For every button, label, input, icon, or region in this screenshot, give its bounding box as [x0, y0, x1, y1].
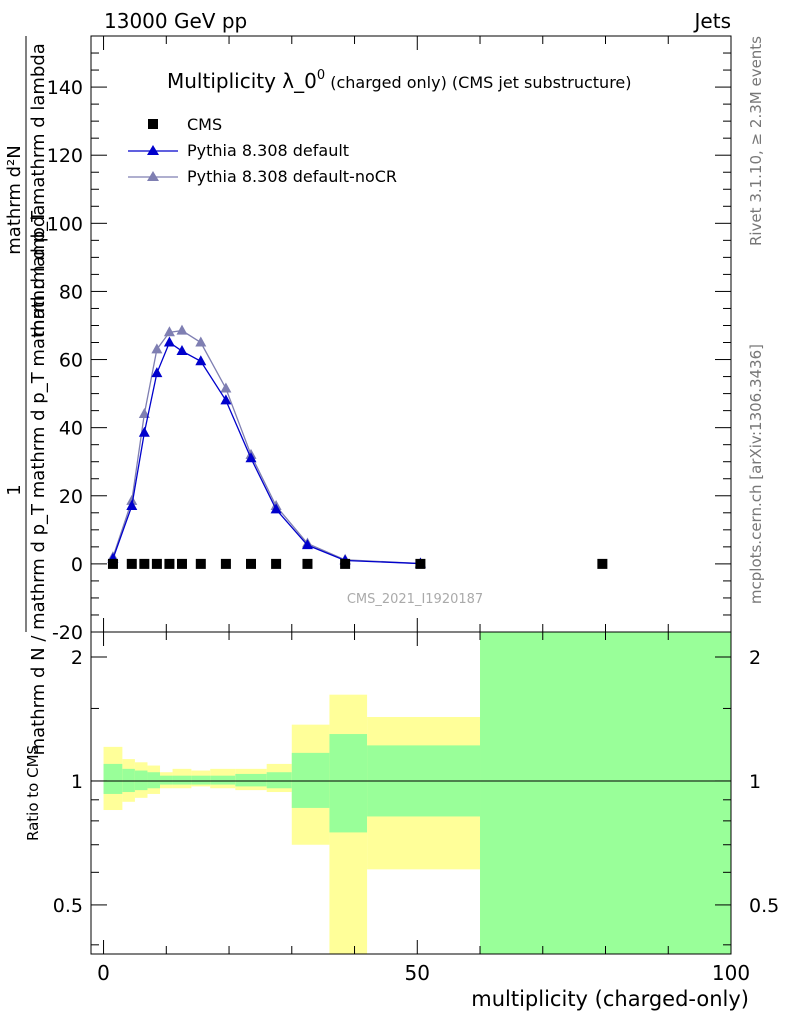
series-point-pythia-default	[195, 355, 207, 366]
ratio-band-inner	[134, 770, 148, 791]
series-point-pythia-default	[151, 367, 163, 378]
series-point-cms	[195, 558, 206, 569]
ratio-y-tick-labels: 0.5 0.5 1 1 2 2	[53, 647, 779, 917]
series-point-pythia-nocr	[176, 324, 188, 335]
series-point-pythia-nocr	[151, 343, 163, 354]
ratio-ytick-label: 0.5	[53, 895, 83, 917]
series-point-cms	[176, 558, 187, 569]
ratio-panel: 0.5 0.5 1 1 2 2 0 50 100 Ratio to CMS multiplic…	[24, 631, 779, 1011]
ratio-band-inner	[191, 775, 211, 785]
series-point-pythia-default	[245, 452, 257, 463]
series-point-cms	[151, 558, 162, 569]
ratio-frame	[90, 631, 732, 955]
series-point-cms	[220, 558, 231, 569]
main-ytick-label: 100	[47, 213, 83, 235]
legend-label-pythia-nocr: Pythia 8.308 default-noCR	[187, 167, 397, 186]
series-point-pythia-nocr	[195, 336, 207, 347]
main-y-label-top2: mathrm d p_T mathrm d lambda	[28, 43, 49, 337]
x-axis-label: multiplicity (charged-only)	[471, 987, 749, 1011]
chart-title-main: Multiplicity λ_0	[167, 69, 317, 93]
ratio-ytick-label-right: 1	[749, 771, 761, 793]
series-point-pythia-nocr	[138, 408, 150, 419]
main-ytick-label: -20	[52, 622, 83, 644]
series-point-cms	[597, 558, 608, 569]
main-y-label-num: 1	[4, 484, 25, 495]
x-tick-label: 100	[712, 961, 750, 985]
ratio-ytick-label-right: 0.5	[749, 895, 779, 917]
legend-label-cms: CMS	[187, 115, 222, 134]
ratio-band-inner	[103, 763, 123, 794]
series-point-pythia-nocr	[126, 494, 138, 505]
legend-marker-pythia-default	[147, 145, 159, 155]
series-point-pythia-default	[176, 345, 188, 356]
ratio-band-inner	[147, 772, 161, 789]
ratio-band-inner	[480, 632, 731, 954]
ratio-ytick-label: 1	[71, 771, 83, 793]
main-y-label-den: mathrm d N / mathrm d p_T mathrm d p_T m…	[28, 205, 49, 756]
header-left: 13000 GeV pp	[104, 9, 247, 33]
ratio-band-inner	[160, 775, 173, 785]
ratio-band-layer	[103, 632, 731, 954]
ratio-band-inner	[235, 773, 267, 787]
series-point-cms	[340, 558, 351, 569]
series-point-cms	[126, 558, 137, 569]
series-point-pythia-default	[301, 539, 313, 550]
legend-marker-cms	[148, 119, 158, 129]
series-point-cms	[246, 558, 256, 569]
series-point-pythia-default	[270, 503, 282, 514]
main-ytick-label: 40	[59, 418, 83, 440]
main-ytick-label: 120	[47, 145, 83, 167]
x-tick-label: 50	[405, 961, 430, 985]
main-ytick-label: 80	[59, 281, 83, 303]
chart-title-rest: (charged only) (CMS jet substructure)	[325, 73, 631, 92]
ratio-y-label: Ratio to CMS	[24, 745, 42, 841]
legend-marker-pythia-nocr	[147, 171, 159, 181]
chart-title-sup: 0	[317, 68, 325, 83]
series-point-cms	[415, 558, 426, 569]
main-axis-ticks	[91, 35, 732, 633]
main-panel: -20 0 20 40 60 80 100 120 140 Multiplicity λ_00 …	[47, 35, 732, 644]
analysis-watermark: CMS_2021_I1920187	[347, 592, 483, 607]
ratio-band-inner	[172, 775, 192, 785]
series-point-pythia-nocr	[163, 326, 175, 337]
legend-label-pythia-default: Pythia 8.308 default	[187, 141, 349, 160]
series-point-cms	[271, 558, 282, 569]
ratio-ytick-label: 2	[71, 647, 83, 669]
main-ytick-label: 60	[59, 350, 83, 372]
series-point-cms	[302, 558, 313, 569]
ratio-axis-ticks	[91, 632, 732, 954]
main-y-label-top: mathrm d²N	[4, 145, 25, 254]
series-line-pythia-nocr	[112, 329, 421, 565]
main-y-tick-labels: -20 0 20 40 60 80 100 120 140	[47, 77, 83, 644]
ratio-band-inner	[122, 768, 135, 793]
ratio-band-inner	[210, 775, 236, 785]
chart-title: Multiplicity λ_00 (charged only) (CMS je…	[167, 68, 632, 93]
main-y-label: mathrm d²N mathrm d p_T mathrm d lambda …	[4, 36, 49, 755]
ratio-band-inner	[329, 734, 368, 833]
series-point-cms	[107, 558, 118, 569]
series-point-pythia-default	[126, 499, 138, 510]
header-right: Jets	[693, 9, 731, 33]
x-tick-label: 0	[97, 961, 110, 985]
series-layer	[107, 324, 608, 569]
ratio-ytick-label-right: 2	[749, 647, 761, 669]
series-point-pythia-default	[220, 394, 232, 405]
main-ytick-label: 20	[59, 486, 83, 508]
legend: CMS Pythia 8.308 default Pythia 8.308 de…	[128, 115, 397, 186]
series-point-pythia-nocr	[220, 382, 232, 393]
main-ytick-label: 0	[71, 554, 83, 576]
series-point-pythia-default	[163, 336, 175, 347]
ratio-band-inner	[291, 752, 330, 808]
ratio-x-tick-labels: 0 50 100	[97, 961, 750, 985]
main-ytick-label: 140	[47, 77, 83, 99]
series-point-cms	[164, 558, 175, 569]
ratio-band-inner	[266, 772, 292, 789]
series-point-cms	[139, 558, 150, 569]
rivet-label: Rivet 3.1.10, ≥ 2.3M events	[747, 36, 765, 246]
mcplots-label: mcplots.cern.ch [arXiv:1306.3436]	[747, 344, 765, 604]
series-point-pythia-default	[138, 426, 150, 437]
